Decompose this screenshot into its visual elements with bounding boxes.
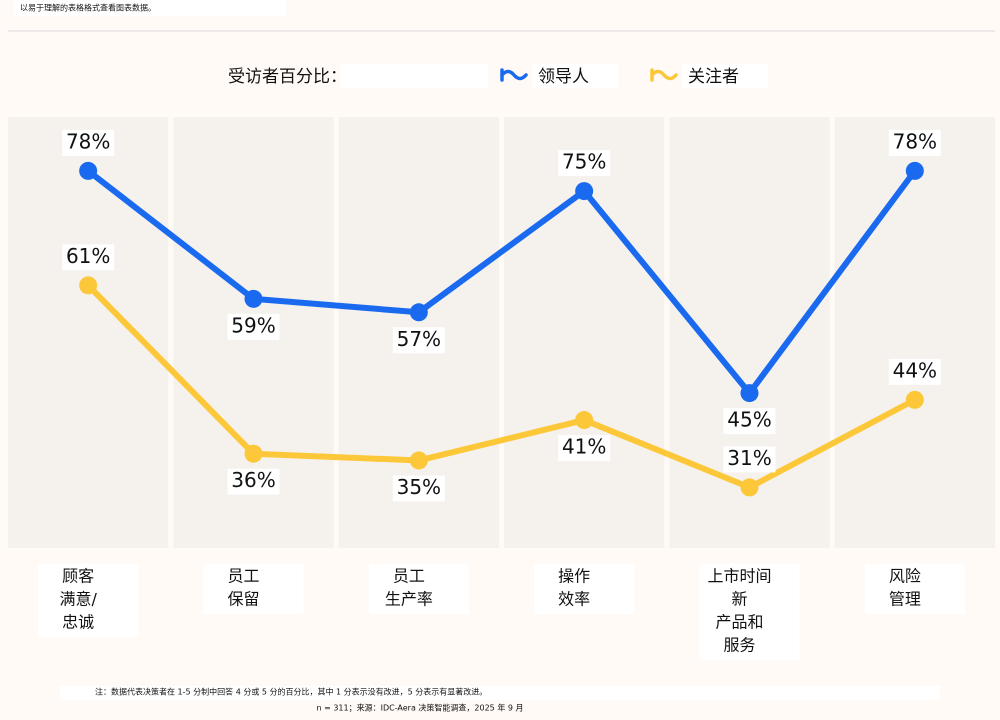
value-label: 61% (66, 244, 110, 268)
x-tick-label: 产品和 (715, 613, 763, 632)
value-label: 45% (727, 408, 771, 432)
x-tick-label: 效率 (558, 590, 590, 609)
x-tick-label: 新 (731, 590, 747, 609)
value-label-box (723, 446, 776, 473)
data-point (740, 384, 759, 403)
value-label-box (888, 129, 941, 156)
value-label: 59% (231, 313, 275, 337)
footnote: 注：数据代表决策者在 1-5 分制中回答 4 分或 5 分的百分比，其中 1 分… (95, 687, 487, 697)
value-label: 36% (231, 468, 275, 492)
value-label-box (558, 435, 611, 462)
x-tick-label: 员工 (227, 567, 259, 586)
value-label-box (392, 475, 445, 502)
data-point (409, 303, 428, 322)
x-tick-label: 管理 (889, 590, 921, 609)
category-box (203, 564, 304, 614)
legend-marker (500, 68, 528, 82)
value-label: 78% (893, 129, 937, 153)
value-label: 41% (562, 435, 606, 459)
x-tick-label: 顾客 (62, 567, 94, 586)
value-label: 75% (562, 150, 606, 174)
legend-box (340, 64, 488, 88)
legend-label: 领导人 (538, 67, 589, 87)
data-point (244, 444, 263, 463)
legend-title: 受访者百分比： (228, 67, 347, 87)
legend-label: 关注者 (688, 67, 739, 87)
category-box (699, 564, 800, 660)
data-point (905, 161, 924, 180)
value-label-box (392, 327, 445, 354)
data-point (740, 478, 759, 497)
source: n = 311；来源：IDC-Aera 决策智能调查，2025 年 9 月 (316, 703, 523, 713)
category-box (864, 564, 965, 614)
x-tick-label: 忠诚 (62, 613, 94, 632)
x-tick-label: 员工 (393, 567, 425, 586)
value-label: 78% (66, 129, 110, 153)
value-label-box (227, 313, 280, 340)
category-box (38, 564, 139, 637)
value-label-box (227, 468, 280, 495)
series-line (86, 283, 917, 491)
value-label-box (558, 150, 611, 177)
legend-label-box (532, 64, 618, 88)
value-label-box (888, 358, 941, 385)
data-point (575, 411, 594, 430)
column-band (8, 117, 169, 548)
x-tick-label: 风险 (889, 567, 921, 586)
x-tick-label: 保留 (227, 590, 259, 609)
x-tick-label: 满意/ (59, 590, 97, 609)
value-label-box (62, 244, 115, 271)
x-tick-label: 操作 (558, 567, 590, 586)
value-label-box (62, 129, 115, 156)
x-tick-label: 服务 (723, 636, 755, 655)
category-box (534, 564, 635, 614)
data-point (905, 390, 924, 409)
x-tick-label: 生产率 (385, 590, 433, 609)
panels (8, 117, 995, 548)
data-point (409, 451, 428, 470)
value-label-box (723, 408, 776, 435)
column-band (504, 117, 665, 548)
series-line (86, 168, 918, 397)
data-point (79, 161, 98, 180)
value-label: 35% (397, 475, 441, 499)
category-box (368, 564, 469, 614)
note-box (60, 686, 940, 700)
data-point (79, 276, 98, 295)
legend-label-box (682, 64, 768, 88)
legend-marker (650, 68, 678, 82)
value-label: 57% (397, 327, 441, 351)
table-link[interactable]: 以易于理解的表格格式查看图表数据。 (20, 3, 156, 13)
data-point (244, 289, 263, 308)
link-box (14, 0, 286, 16)
data-point (575, 182, 594, 201)
x-tick-label: 上市时间 (707, 567, 771, 586)
value-label: 44% (893, 358, 937, 382)
value-label: 31% (727, 446, 771, 470)
column-band (834, 117, 995, 548)
